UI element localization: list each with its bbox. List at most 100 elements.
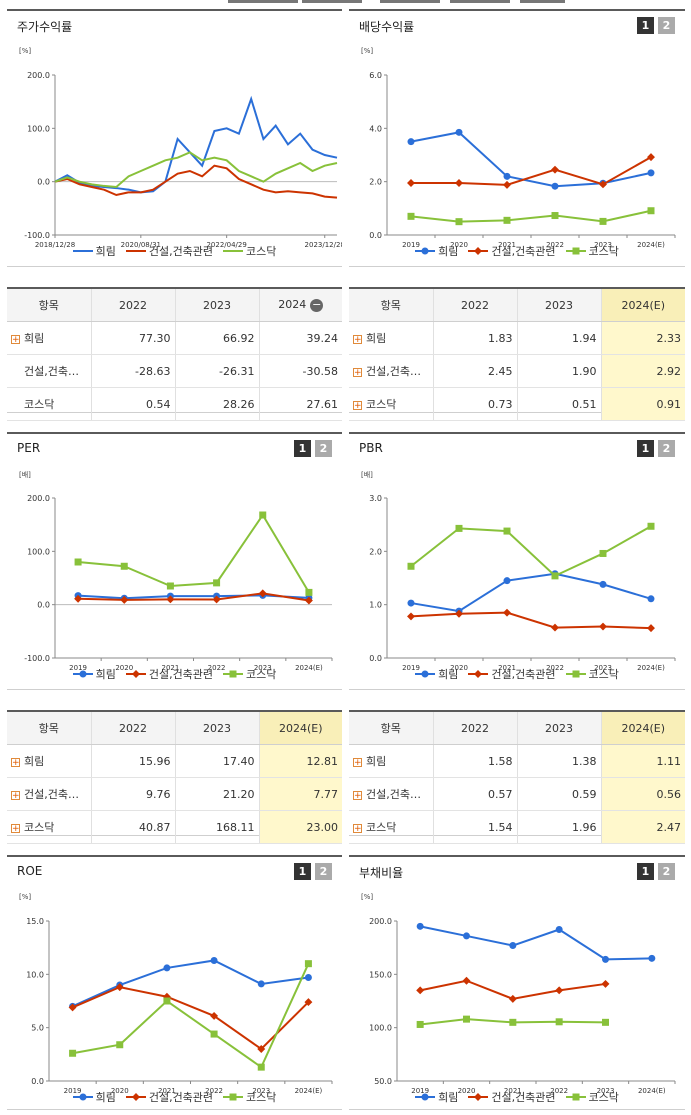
pbr-table-panel: 항목 2022 2023 2024(E) + 희림 1.58 1.38 1.11 + 건설,… bbox=[349, 710, 685, 844]
legend-item[interactable]: 코스닥 bbox=[565, 1089, 619, 1105]
table-cell: 1.58 bbox=[433, 744, 518, 778]
row-label: 건설,건축… bbox=[366, 788, 421, 801]
legend-item[interactable]: 코스닥 bbox=[223, 666, 276, 682]
row-name: + 희림 bbox=[7, 744, 92, 778]
data-point bbox=[551, 623, 559, 632]
legend-marker-icon bbox=[468, 1093, 489, 1101]
x-tick-label: 2021 bbox=[504, 1087, 522, 1095]
header-2024e: 2024(E) bbox=[259, 712, 342, 745]
x-tick-label: 2020 bbox=[450, 664, 468, 672]
x-tick-label: 2020 bbox=[458, 1087, 476, 1095]
y-tick-label: 1.0 bbox=[369, 601, 382, 610]
series-line bbox=[410, 209, 652, 223]
row-name: + 희림 bbox=[349, 744, 434, 778]
data-point bbox=[305, 588, 313, 596]
y-tick-label: 200.0 bbox=[369, 917, 392, 926]
legend-item[interactable]: 코스닥 bbox=[223, 243, 276, 259]
page-2-button[interactable]: 2 bbox=[658, 17, 675, 34]
x-tick-label: 2021 bbox=[158, 1087, 176, 1095]
data-point bbox=[116, 1041, 124, 1049]
expand-plus-icon[interactable]: + bbox=[353, 823, 362, 834]
data-point bbox=[599, 217, 607, 225]
unit-label: [%] bbox=[19, 47, 32, 55]
page-1-button[interactable]: 1 bbox=[294, 863, 311, 880]
table-cell: 1.90 bbox=[517, 354, 602, 388]
page-buttons: 1 2 bbox=[294, 863, 332, 880]
series-line bbox=[77, 513, 310, 593]
legend-item[interactable]: 희림 bbox=[72, 666, 116, 682]
legend-item[interactable]: 건설,건축관련 bbox=[468, 243, 556, 259]
data-point bbox=[647, 522, 655, 530]
y-tick-label: 0.0 bbox=[37, 601, 50, 610]
legend-label: 건설,건축관련 bbox=[491, 245, 556, 258]
page-1-button[interactable]: 1 bbox=[294, 440, 311, 457]
data-point bbox=[551, 212, 559, 220]
y-tick-label: -100.0 bbox=[24, 231, 50, 240]
legend-item[interactable]: 건설,건축관련 bbox=[468, 666, 556, 682]
expand-plus-icon[interactable]: + bbox=[11, 790, 20, 801]
expand-plus-icon[interactable]: + bbox=[353, 400, 362, 411]
legend-marker-icon bbox=[415, 1093, 436, 1101]
page-buttons: 1 2 bbox=[637, 17, 675, 34]
panel-title: PBR bbox=[359, 441, 383, 455]
top-tab-fragment bbox=[380, 0, 440, 3]
legend-item[interactable]: 코스닥 bbox=[565, 666, 619, 682]
page-2-button[interactable]: 2 bbox=[658, 863, 675, 880]
page-1-button[interactable]: 1 bbox=[637, 863, 654, 880]
table-cell: 2.92 bbox=[601, 354, 685, 388]
data-point bbox=[120, 595, 129, 604]
table-cell: 21.20 bbox=[175, 777, 260, 811]
legend-label: 건설,건축관련 bbox=[148, 668, 214, 681]
legend-marker-icon bbox=[415, 670, 436, 678]
data-point bbox=[503, 577, 511, 585]
table-cell: 7.77 bbox=[259, 777, 342, 811]
table-cell: 77.30 bbox=[91, 321, 176, 355]
y-tick-label: 200.0 bbox=[27, 494, 50, 503]
legend-item[interactable]: 건설,건축관련 bbox=[125, 1089, 213, 1105]
series-line bbox=[78, 592, 310, 602]
legend-item[interactable]: 희림 bbox=[415, 1089, 458, 1105]
panel-title: PER bbox=[17, 441, 41, 455]
page-1-button[interactable]: 1 bbox=[637, 440, 654, 457]
page-2-button[interactable]: 2 bbox=[315, 863, 332, 880]
page-2-button[interactable]: 2 bbox=[658, 440, 675, 457]
expand-plus-icon[interactable]: + bbox=[353, 757, 362, 768]
expand-plus-icon[interactable]: + bbox=[353, 367, 362, 378]
table-cell: 0.56 bbox=[601, 777, 685, 811]
legend-item[interactable]: 건설,건축관련 bbox=[468, 1089, 556, 1105]
expand-plus-icon[interactable]: + bbox=[353, 334, 362, 345]
per-table: 항목 2022 2023 2024(E) + 희림 15.96 17.40 12.81 +… bbox=[7, 712, 342, 844]
page-2-button[interactable]: 2 bbox=[315, 440, 332, 457]
expand-plus-icon[interactable]: + bbox=[11, 823, 20, 834]
data-point bbox=[602, 1018, 609, 1026]
data-point bbox=[69, 1049, 77, 1057]
x-tick-label: 2020/08/31 bbox=[121, 241, 161, 249]
legend-item[interactable]: 건설,건축관련 bbox=[125, 666, 214, 682]
row-label: 희림 bbox=[366, 755, 387, 768]
legend-label: 건설,건축관련 bbox=[148, 245, 214, 258]
header-2022: 2022 bbox=[433, 712, 518, 745]
table-cell: 168.11 bbox=[175, 810, 260, 844]
header-2022: 2022 bbox=[91, 289, 176, 322]
collapse-icon[interactable]: − bbox=[310, 297, 324, 312]
legend-item[interactable]: 코스닥 bbox=[565, 243, 619, 259]
legend-item[interactable]: 코스닥 bbox=[223, 1089, 276, 1105]
data-point bbox=[455, 524, 463, 532]
table-cell: 0.54 bbox=[91, 387, 176, 421]
header-item: 항목 bbox=[349, 712, 434, 745]
series-line bbox=[410, 131, 652, 188]
page-buttons: 1 2 bbox=[637, 440, 675, 457]
expand-plus-icon[interactable]: + bbox=[11, 334, 20, 345]
page-1-button[interactable]: 1 bbox=[637, 17, 654, 34]
legend-item[interactable]: 희림 bbox=[415, 243, 458, 259]
x-tick-label: 2021 bbox=[498, 241, 516, 249]
expand-plus-icon[interactable]: + bbox=[353, 790, 362, 801]
table-cell: 66.92 bbox=[175, 321, 260, 355]
x-tick-label: 2023 bbox=[594, 664, 612, 672]
legend-item[interactable]: 건설,건축관련 bbox=[125, 243, 214, 259]
legend-item[interactable]: 희림 bbox=[415, 666, 458, 682]
legend-item[interactable]: 희림 bbox=[72, 1089, 116, 1105]
legend-item[interactable]: 희림 bbox=[72, 243, 116, 259]
expand-plus-icon[interactable]: + bbox=[11, 757, 20, 768]
data-point bbox=[647, 207, 655, 215]
